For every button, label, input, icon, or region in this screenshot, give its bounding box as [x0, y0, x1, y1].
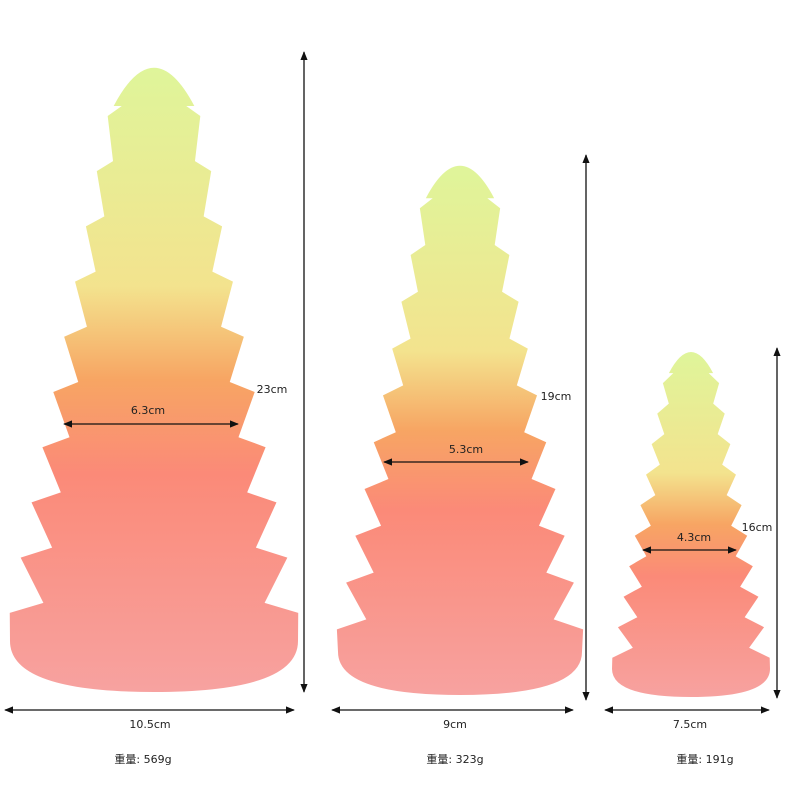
height-label: 23cm — [257, 383, 288, 396]
product-silhouette — [336, 165, 584, 695]
base-label: 9cm — [443, 718, 467, 731]
base-label: 7.5cm — [673, 718, 707, 731]
weight-label: 重量: 191g — [676, 752, 733, 766]
product-silhouette — [9, 67, 299, 693]
product-silhouette — [612, 352, 770, 697]
base-label: 10.5cm — [129, 718, 170, 731]
width-label: 6.3cm — [131, 404, 165, 417]
weight-label: 重量: 323g — [426, 752, 483, 766]
height-label: 16cm — [742, 521, 773, 534]
width-label: 4.3cm — [677, 531, 711, 544]
width-label: 5.3cm — [449, 443, 483, 456]
weight-label: 重量: 569g — [114, 752, 171, 766]
height-label: 19cm — [541, 390, 572, 403]
